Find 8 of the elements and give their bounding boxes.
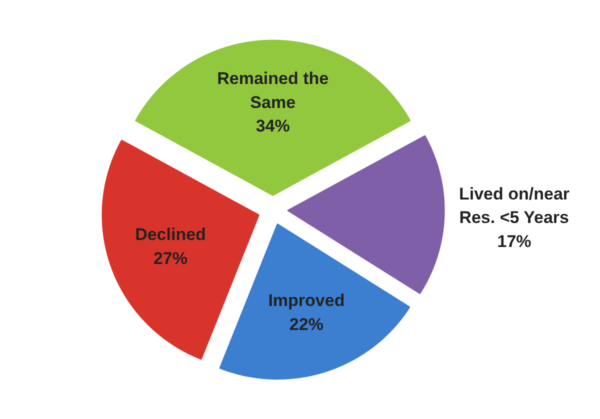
slice-label: Lived on/near Res. <5 Years: [458, 184, 570, 228]
data-label: 22%: [289, 314, 324, 334]
data-label: 34%: [256, 116, 290, 136]
slice-label: Remained the Same: [217, 69, 329, 112]
slice-label: Declined: [135, 225, 206, 244]
data-label: 17%: [497, 232, 532, 251]
data-label: 27%: [153, 248, 188, 268]
slice-label: Improved: [268, 291, 345, 310]
